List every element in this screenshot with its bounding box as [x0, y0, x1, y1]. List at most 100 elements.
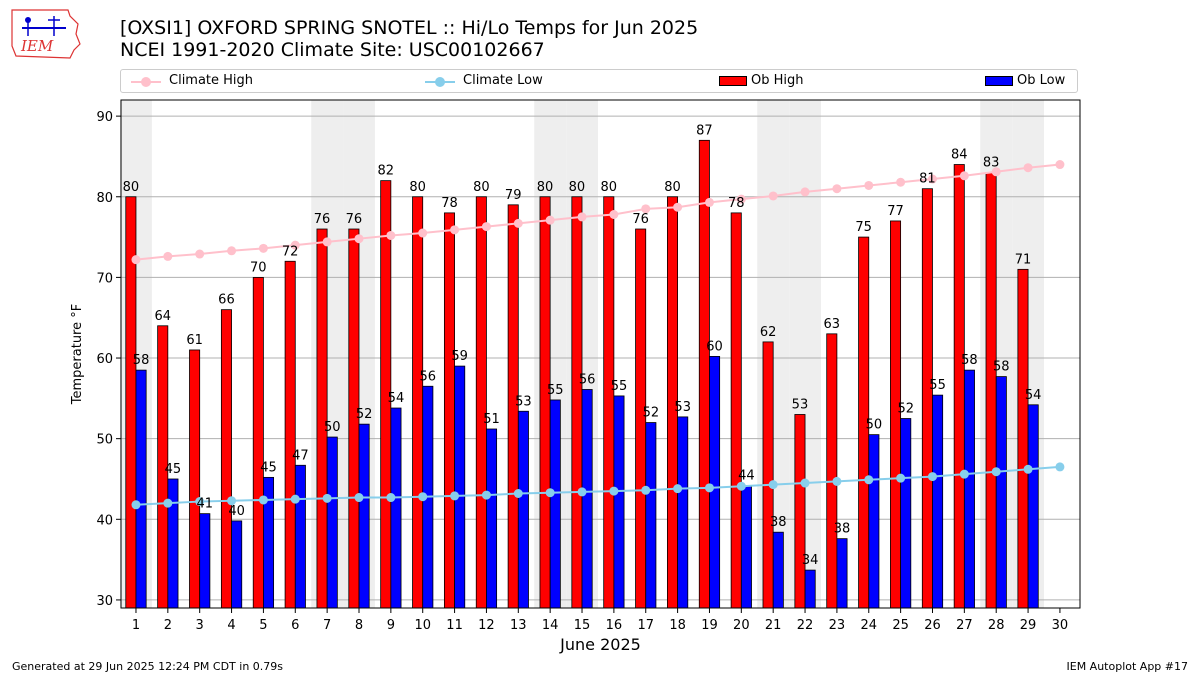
x-tick-label: 8 [355, 618, 363, 633]
climate-high-point [513, 218, 523, 228]
x-tick-label: 10 [414, 618, 431, 633]
ob-high-value-label: 61 [186, 333, 203, 348]
ob-low-bar [613, 395, 625, 609]
climate-high-point [927, 174, 937, 184]
legend-ob-low-label: Ob Low [1017, 73, 1066, 88]
ob-low-bar [804, 569, 816, 609]
legend-climate-high-marker [141, 77, 151, 87]
climate-high-point [322, 237, 332, 247]
ob-high-bar [252, 276, 264, 609]
ob-low-bar [740, 485, 752, 609]
ob-high-bar [985, 172, 997, 609]
ob-high-value-label: 80 [123, 180, 140, 195]
legend-ob-high-swatch [719, 76, 747, 86]
climate-low-point [386, 493, 396, 503]
ob-high-value-label: 77 [887, 204, 904, 219]
ob-high-value-label: 70 [250, 260, 267, 275]
climate-high-point [577, 212, 587, 222]
x-tick-label: 21 [765, 618, 782, 633]
climate-low-point [290, 494, 300, 504]
ob-low-bar [963, 369, 975, 609]
ob-low-value-label: 55 [611, 379, 628, 394]
chart-subtitle: NCEI 1991-2020 Climate Site: USC00102667 [120, 39, 545, 61]
climate-high-point [195, 249, 205, 259]
x-tick-label: 28 [988, 618, 1005, 633]
ob-low-bar [454, 365, 466, 609]
ob-high-bar [189, 349, 201, 609]
x-tick-label: 24 [860, 618, 877, 633]
ob-high-value-label: 81 [919, 172, 936, 187]
climate-low-point [195, 497, 205, 507]
climate-high-point [704, 197, 714, 207]
climate-low-point [131, 500, 141, 510]
y-tick-label: 50 [96, 433, 113, 448]
climate-low-point [736, 481, 746, 491]
ob-high-bar [603, 196, 615, 609]
climate-low-point [800, 478, 810, 488]
x-tick-label: 6 [291, 618, 299, 633]
climate-high-point [481, 222, 491, 232]
climate-low-point [609, 486, 619, 496]
ob-low-bar [581, 389, 593, 609]
climate-high-point [290, 240, 300, 250]
climate-high-point [1023, 163, 1033, 173]
climate-high-point [991, 167, 1001, 177]
ob-low-value-label: 55 [547, 383, 564, 398]
ob-high-value-label: 72 [282, 244, 299, 259]
climate-high-point [227, 246, 237, 256]
climate-high-point [386, 230, 396, 240]
ob-low-bar [326, 436, 338, 609]
legend-climate-high-label: Climate High [169, 73, 254, 88]
y-tick-label: 80 [96, 191, 113, 206]
climate-low-point [1055, 462, 1065, 472]
ob-high-bar [826, 333, 838, 609]
ob-low-value-label: 50 [866, 418, 883, 433]
y-tick-label: 90 [96, 110, 113, 125]
climate-low-point [641, 485, 651, 495]
ob-low-bar [549, 399, 561, 609]
ob-high-value-label: 80 [409, 180, 426, 195]
ob-high-bar [220, 309, 232, 609]
ob-high-bar [475, 196, 487, 609]
ob-low-bar [294, 464, 306, 609]
ob-high-value-label: 78 [441, 196, 458, 211]
generated-timestamp: Generated at 29 Jun 2025 12:24 PM CDT in… [12, 660, 284, 673]
climate-low-point [481, 490, 491, 500]
climate-high-point [800, 187, 810, 197]
ob-low-value-label: 58 [133, 353, 150, 368]
x-tick-label: 14 [542, 618, 559, 633]
x-tick-label: 22 [797, 618, 814, 633]
climate-high-point [673, 202, 683, 212]
y-tick-label: 60 [96, 352, 113, 367]
ob-low-value-label: 58 [993, 360, 1010, 375]
ob-low-value-label: 45 [260, 460, 277, 475]
ob-high-value-label: 82 [377, 164, 394, 179]
climate-low-point [959, 469, 969, 479]
climate-high-point [641, 204, 651, 214]
ob-high-bar [571, 196, 583, 609]
y-axis-label: Temperature °F [70, 304, 85, 405]
climate-low-point [768, 480, 778, 490]
climate-low-point [545, 488, 555, 498]
ob-low-value-label: 58 [961, 353, 978, 368]
x-tick-label: 12 [478, 618, 495, 633]
ob-high-value-label: 80 [537, 180, 554, 195]
ob-low-value-label: 41 [197, 497, 214, 512]
legend-climate-low-marker [435, 77, 445, 87]
ob-high-bar [412, 196, 424, 609]
x-axis-label: June 2025 [559, 635, 641, 654]
ob-low-value-label: 50 [324, 420, 341, 435]
ob-low-bar [709, 356, 721, 609]
climate-high-point [1055, 160, 1065, 170]
iem-logo: IEM [8, 6, 88, 66]
ob-high-value-label: 80 [664, 180, 681, 195]
climate-high-point [354, 234, 364, 244]
ob-low-value-label: 45 [165, 462, 182, 477]
ob-low-bar [868, 434, 880, 609]
climate-low-point [864, 475, 874, 485]
climate-low-point [227, 496, 237, 506]
legend-climate-low-label: Climate Low [463, 73, 543, 88]
climate-high-point [418, 228, 428, 238]
ob-high-value-label: 63 [824, 317, 841, 332]
ob-high-value-label: 80 [601, 180, 618, 195]
